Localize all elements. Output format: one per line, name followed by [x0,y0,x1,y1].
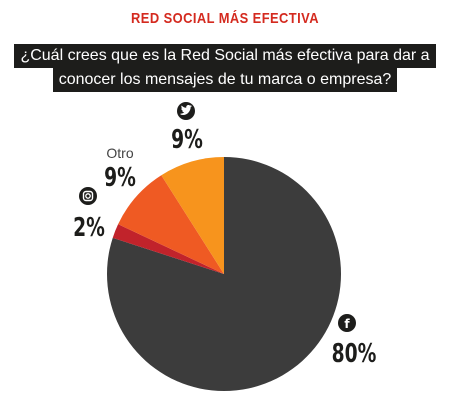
twitter-label: 9% [171,102,203,155]
question-box: ¿Cuál crees que es la Red Social más efe… [0,44,450,92]
slice-name-otro: Otro [106,145,133,161]
slice-otro [118,175,224,274]
twitter-icon-bird [180,104,192,115]
pie-slices [107,157,342,391]
question-line-1: ¿Cuál crees que es la Red Social más efe… [14,44,436,68]
facebook-icon [338,314,356,332]
slice-facebook [107,157,342,391]
facebook-icon-glyph: f [344,317,350,331]
instagram-icon-lens [85,193,91,199]
slice-label-instagram: 2% [73,213,105,243]
slice-twitter [161,157,224,274]
chart-title: RED SOCIAL MÁS EFECTIVA [131,10,319,27]
question-line-2: conocer los mensajes de tu marca o empre… [52,68,398,92]
slice-label-otro: 9% [104,163,136,193]
instagram-label: 2% [73,187,105,243]
slice-label-facebook: 80% [332,339,377,369]
slice-label-twitter: 9% [171,125,203,155]
otro-label: Otro 9% [104,145,136,193]
slice-instagram [112,224,224,274]
instagram-icon-frame [82,190,94,202]
instagram-icon [79,187,97,205]
facebook-label: f 80% [332,314,377,369]
